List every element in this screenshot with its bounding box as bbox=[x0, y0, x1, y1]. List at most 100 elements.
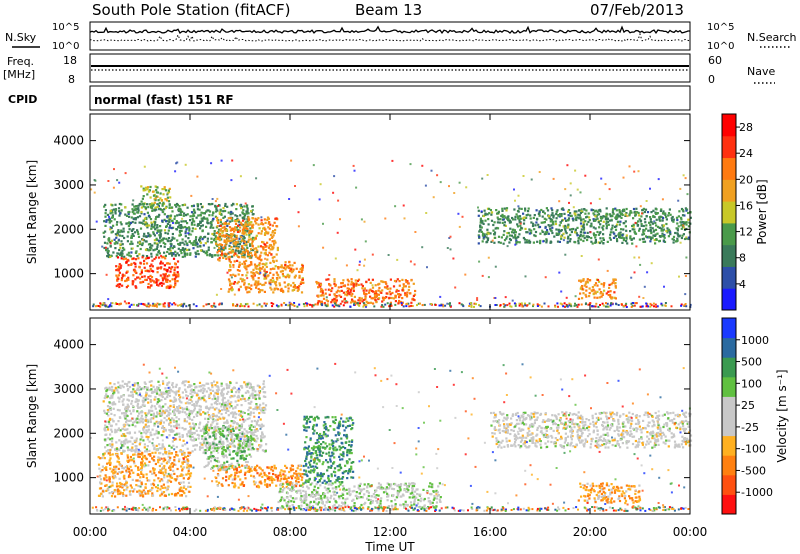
data-cell bbox=[251, 396, 255, 399]
data-cell bbox=[153, 224, 156, 227]
data-cell bbox=[675, 227, 678, 230]
data-cell bbox=[267, 226, 270, 229]
data-cell bbox=[160, 419, 163, 422]
data-cell bbox=[129, 440, 132, 443]
data-cell bbox=[545, 239, 548, 242]
data-cell bbox=[135, 479, 138, 482]
data-cell bbox=[263, 233, 267, 236]
data-cell bbox=[198, 238, 201, 241]
data-cell bbox=[412, 294, 415, 297]
data-cell bbox=[111, 204, 114, 207]
data-cell bbox=[124, 417, 127, 420]
data-cell bbox=[322, 294, 325, 297]
data-cell bbox=[139, 277, 142, 280]
data-cell bbox=[556, 240, 560, 243]
data-cell bbox=[499, 241, 502, 244]
data-cell bbox=[596, 296, 599, 299]
data-cell bbox=[217, 396, 220, 399]
data-cell bbox=[196, 414, 199, 417]
data-cell bbox=[166, 270, 169, 273]
data-cell bbox=[662, 210, 665, 213]
data-cell bbox=[643, 240, 647, 243]
sparse-cell bbox=[409, 163, 412, 166]
data-cell bbox=[247, 286, 250, 289]
data-cell bbox=[614, 278, 617, 281]
data-cell bbox=[132, 388, 135, 391]
data-cell bbox=[108, 408, 111, 411]
colorbar-tick-label: 28 bbox=[739, 121, 753, 134]
data-cell bbox=[545, 231, 548, 234]
sparse-cell bbox=[387, 254, 390, 256]
data-cell bbox=[208, 393, 211, 396]
data-cell bbox=[150, 252, 153, 255]
data-cell bbox=[163, 188, 166, 191]
data-cell bbox=[142, 489, 145, 492]
data-cell bbox=[112, 392, 115, 395]
data-cell bbox=[584, 220, 587, 223]
data-cell bbox=[407, 288, 410, 292]
data-cell bbox=[128, 380, 131, 384]
data-cell bbox=[272, 234, 275, 237]
data-cell bbox=[153, 242, 156, 245]
sparse-cell bbox=[211, 198, 214, 200]
data-cell bbox=[156, 436, 159, 439]
data-cell bbox=[511, 228, 514, 231]
data-cell bbox=[131, 208, 134, 211]
data-cell bbox=[232, 395, 235, 398]
data-cell bbox=[212, 239, 216, 242]
data-cell bbox=[188, 416, 191, 419]
sparse-cell bbox=[678, 275, 680, 278]
data-cell bbox=[253, 263, 257, 266]
data-cell bbox=[168, 381, 171, 384]
sparse-cell bbox=[116, 179, 119, 182]
data-cell bbox=[171, 232, 174, 236]
data-cell bbox=[166, 278, 169, 281]
sparse-cell bbox=[230, 179, 233, 182]
data-cell bbox=[689, 216, 692, 219]
data-cell bbox=[369, 301, 372, 304]
sparse-cell bbox=[239, 175, 242, 178]
data-cell bbox=[166, 275, 169, 278]
data-cell bbox=[130, 391, 133, 394]
data-cell bbox=[354, 300, 357, 303]
data-cell bbox=[228, 251, 231, 254]
data-cell bbox=[229, 261, 232, 264]
data-cell bbox=[484, 213, 487, 217]
data-cell bbox=[235, 413, 238, 416]
data-cell bbox=[515, 239, 518, 242]
data-cell bbox=[115, 241, 118, 244]
data-cell bbox=[580, 218, 583, 221]
data-cell bbox=[189, 438, 192, 441]
data-cell bbox=[255, 234, 258, 237]
data-cell bbox=[138, 443, 141, 446]
near-range-cell bbox=[99, 305, 102, 308]
data-cell bbox=[191, 217, 194, 221]
data-cell bbox=[327, 278, 330, 281]
data-cell bbox=[632, 237, 635, 240]
data-cell bbox=[167, 229, 170, 232]
near-range-cell bbox=[606, 305, 609, 308]
data-cell bbox=[176, 214, 179, 217]
data-cell bbox=[565, 232, 568, 235]
data-cell bbox=[210, 225, 213, 228]
data-cell bbox=[258, 405, 261, 408]
data-cell bbox=[267, 246, 271, 249]
data-cell bbox=[625, 234, 628, 237]
data-cell bbox=[251, 271, 254, 274]
data-cell bbox=[141, 242, 144, 245]
data-cell bbox=[155, 226, 158, 229]
data-cell bbox=[224, 202, 227, 206]
data-cell bbox=[198, 434, 201, 437]
data-cell bbox=[206, 240, 209, 243]
data-cell bbox=[381, 289, 384, 292]
data-cell bbox=[281, 270, 284, 273]
data-cell bbox=[105, 219, 108, 222]
data-cell bbox=[163, 208, 166, 211]
data-cell bbox=[231, 255, 234, 258]
data-cell bbox=[602, 224, 605, 228]
data-cell bbox=[260, 230, 263, 233]
near-range-cell bbox=[214, 305, 217, 308]
near-range-cell bbox=[136, 304, 138, 307]
near-range-cell bbox=[128, 305, 131, 308]
data-cell bbox=[563, 227, 566, 230]
